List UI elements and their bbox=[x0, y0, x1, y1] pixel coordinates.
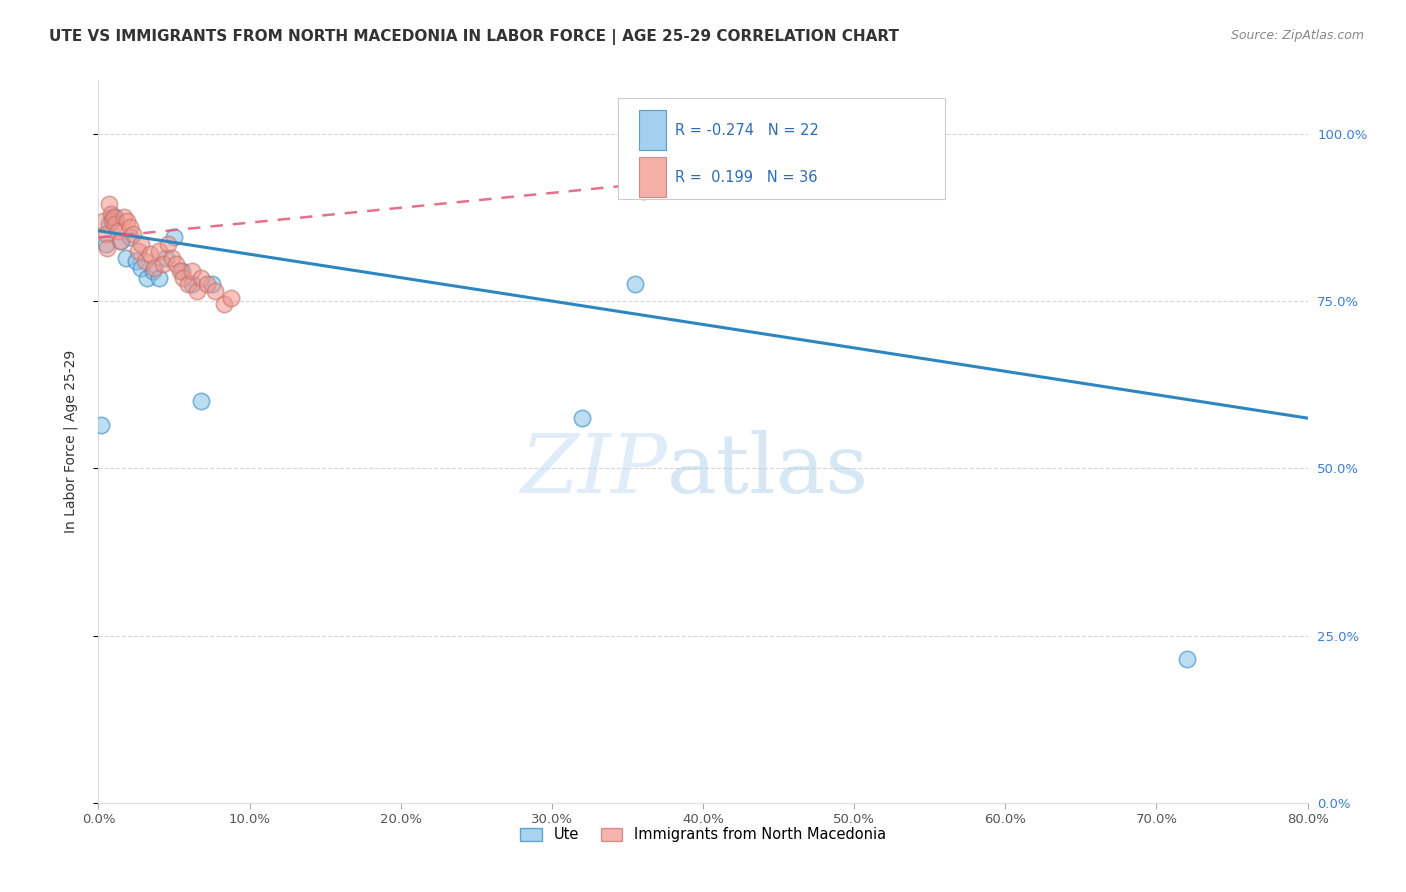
Point bbox=[98, 217, 121, 231]
Point bbox=[134, 254, 156, 268]
Legend: Ute, Immigrants from North Macedonia: Ute, Immigrants from North Macedonia bbox=[512, 820, 894, 850]
Point bbox=[186, 284, 208, 298]
Point bbox=[170, 264, 193, 278]
Point bbox=[107, 224, 129, 238]
Point bbox=[96, 241, 118, 255]
Point bbox=[122, 227, 145, 242]
Point bbox=[212, 297, 235, 311]
Text: R =  0.199   N = 36: R = 0.199 N = 36 bbox=[675, 169, 818, 185]
Point bbox=[104, 211, 127, 225]
Point bbox=[101, 214, 124, 228]
Point bbox=[148, 244, 170, 258]
Text: UTE VS IMMIGRANTS FROM NORTH MACEDONIA IN LABOR FORCE | AGE 25-29 CORRELATION CH: UTE VS IMMIGRANTS FROM NORTH MACEDONIA I… bbox=[49, 29, 900, 45]
Point bbox=[135, 270, 157, 285]
Point bbox=[110, 234, 132, 248]
Point bbox=[90, 417, 112, 432]
FancyBboxPatch shape bbox=[619, 98, 945, 200]
Point bbox=[155, 251, 177, 265]
Point bbox=[1175, 652, 1198, 666]
Point bbox=[94, 227, 117, 242]
Point bbox=[221, 291, 243, 305]
Point bbox=[152, 257, 174, 271]
Text: R = -0.274   N = 22: R = -0.274 N = 22 bbox=[675, 122, 820, 137]
Point bbox=[104, 217, 127, 231]
Point bbox=[129, 237, 152, 252]
Point bbox=[190, 394, 212, 409]
Point bbox=[108, 234, 131, 248]
Point bbox=[204, 284, 226, 298]
Point bbox=[114, 251, 136, 265]
Point bbox=[94, 237, 117, 252]
Point bbox=[115, 214, 138, 228]
Point bbox=[169, 264, 191, 278]
Text: atlas: atlas bbox=[666, 431, 869, 510]
Point bbox=[624, 277, 647, 292]
Point bbox=[129, 260, 152, 275]
Point bbox=[142, 264, 165, 278]
Point bbox=[176, 277, 198, 292]
Point bbox=[148, 270, 170, 285]
Point bbox=[190, 270, 212, 285]
Point bbox=[172, 270, 194, 285]
Point bbox=[195, 277, 218, 292]
Point bbox=[165, 257, 187, 271]
Y-axis label: In Labor Force | Age 25-29: In Labor Force | Age 25-29 bbox=[63, 350, 77, 533]
Point bbox=[112, 211, 135, 225]
FancyBboxPatch shape bbox=[638, 111, 665, 150]
Point bbox=[101, 211, 124, 225]
Point bbox=[91, 214, 114, 228]
Point bbox=[143, 260, 166, 275]
FancyBboxPatch shape bbox=[638, 157, 665, 197]
Point bbox=[201, 277, 224, 292]
Point bbox=[571, 411, 593, 425]
Point bbox=[98, 197, 121, 211]
Point bbox=[156, 237, 179, 252]
Point bbox=[120, 230, 142, 244]
Text: Source: ZipAtlas.com: Source: ZipAtlas.com bbox=[1230, 29, 1364, 42]
Text: ZIP: ZIP bbox=[520, 431, 666, 510]
Point bbox=[162, 251, 184, 265]
Point bbox=[100, 207, 122, 221]
Point bbox=[163, 230, 186, 244]
Point bbox=[631, 184, 654, 198]
Point bbox=[120, 220, 142, 235]
Point bbox=[127, 244, 149, 258]
Point bbox=[616, 180, 638, 194]
Point bbox=[125, 254, 148, 268]
Point bbox=[139, 247, 162, 261]
Point bbox=[181, 277, 204, 292]
Point bbox=[181, 264, 204, 278]
Point bbox=[103, 211, 125, 225]
